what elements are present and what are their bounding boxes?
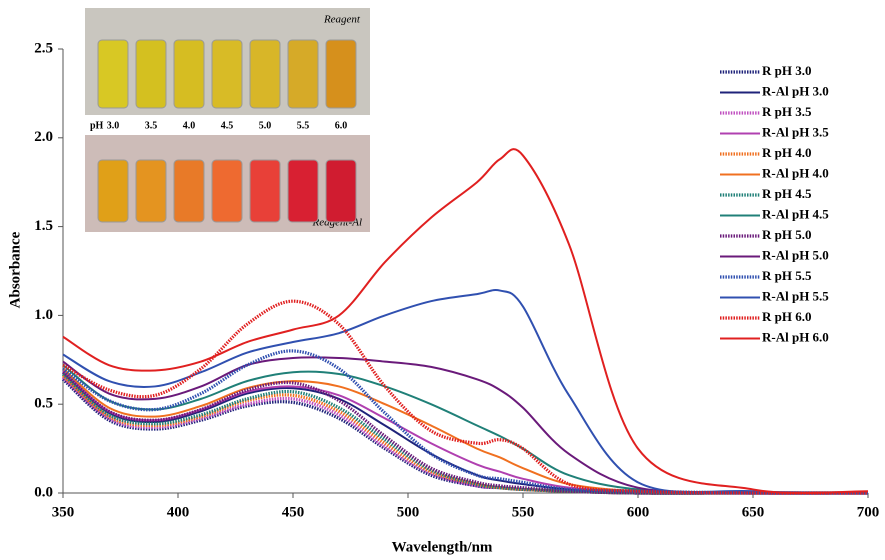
legend-label: R pH 5.0 <box>762 227 811 242</box>
legend-label: R pH 4.5 <box>762 186 812 201</box>
line <box>62 367 869 495</box>
ph-value: 3.5 <box>145 120 158 131</box>
ph-label: pH <box>90 120 104 131</box>
line <box>62 148 869 495</box>
x-tick-label: 700 <box>857 504 880 520</box>
x-tick-label: 400 <box>167 504 190 520</box>
x-tick-label: 450 <box>282 504 305 520</box>
vial <box>97 39 129 109</box>
vial <box>211 39 243 109</box>
dotted-line <box>62 349 869 495</box>
y-tick-label: 0.0 <box>34 484 53 500</box>
y-tick-label: 2.5 <box>34 40 53 56</box>
line <box>62 369 869 495</box>
vial <box>173 159 205 223</box>
legend-label: R-Al pH 3.5 <box>762 124 829 139</box>
legend-label: R pH 5.5 <box>762 268 812 283</box>
x-axis-label: Wavelength/nm <box>392 539 493 555</box>
legend-label: R-Al pH 6.0 <box>762 329 829 344</box>
ph-value: 6.0 <box>335 120 348 131</box>
photo-label: Reagent <box>323 14 361 26</box>
y-tick-label: 2.0 <box>34 129 53 145</box>
dotted-line <box>62 299 869 495</box>
vial <box>249 39 281 109</box>
legend-label: R pH 4.0 <box>762 145 811 160</box>
vial <box>97 159 129 223</box>
ph-value: 4.0 <box>183 120 196 131</box>
y-tick-label: 1.0 <box>34 307 53 323</box>
x-tick-label: 550 <box>512 504 535 520</box>
vial <box>135 159 167 223</box>
x-tick-label: 350 <box>52 504 75 520</box>
legend-label: R pH 6.0 <box>762 309 811 324</box>
vial <box>325 159 357 223</box>
ph-value: 4.5 <box>221 120 234 131</box>
vial <box>249 159 281 223</box>
x-tick-label: 500 <box>397 504 420 520</box>
x-tick-label: 600 <box>627 504 650 520</box>
legend-label: R pH 3.5 <box>762 104 812 119</box>
ph-value: 5.0 <box>259 120 272 131</box>
legend-label: R pH 3.0 <box>762 63 811 78</box>
vial <box>173 39 205 109</box>
y-tick-label: 1.5 <box>34 218 53 234</box>
line <box>62 371 868 495</box>
legend-label: R-Al pH 3.0 <box>762 83 829 98</box>
line <box>62 356 869 495</box>
y-axis-label: Absorbance <box>7 231 23 308</box>
vial <box>211 159 243 223</box>
inset-photos: Reagent Reagent-Al pH 3.0 3.5 4.0 4.5 5.0 5.5… <box>85 8 370 232</box>
legend-label: R-Al pH 5.5 <box>762 288 829 303</box>
vial <box>287 159 319 223</box>
dotted-line <box>61 371 868 495</box>
vial <box>325 39 357 109</box>
vial <box>287 39 319 109</box>
dotted-line <box>61 378 868 495</box>
legend-label: R-Al pH 5.0 <box>762 247 829 262</box>
ph-value: 3.0 <box>107 120 120 131</box>
ph-value: 5.5 <box>297 120 310 131</box>
x-tick-label: 650 <box>742 504 765 520</box>
legend-label: R-Al pH 4.0 <box>762 165 829 180</box>
dotted-line <box>61 376 868 495</box>
legend-label: R-Al pH 4.5 <box>762 206 829 221</box>
vial <box>135 39 167 109</box>
y-tick-label: 0.5 <box>34 396 53 412</box>
line <box>62 364 869 495</box>
